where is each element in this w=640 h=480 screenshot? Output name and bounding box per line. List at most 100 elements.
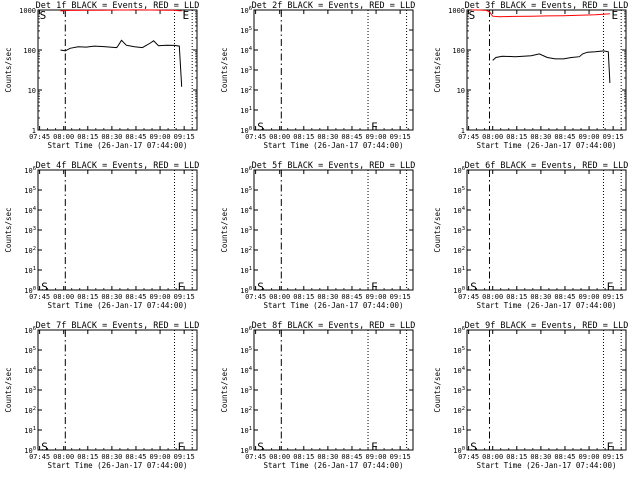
plot-frame (253, 169, 414, 291)
y-axis-label: Counts/sec (4, 47, 13, 92)
y-tick-label: 105 (24, 186, 36, 195)
y-tick-label: 105 (240, 26, 252, 35)
series-lld-line (60, 9, 182, 12)
x-axis-label: Start Time (26-Jan-17 07:44:00) (48, 141, 188, 150)
x-tick-label: 08:00 (53, 133, 74, 141)
x-tick-label: 09:15 (603, 133, 624, 141)
y-axis-label: Counts/sec (433, 47, 442, 92)
plot-frame (253, 9, 414, 131)
series-lld-line (471, 9, 610, 18)
marker-s: S (469, 9, 476, 22)
x-tick-label: 08:45 (554, 293, 575, 301)
x-axis-label: Start Time (26-Jan-17 07:44:00) (264, 461, 404, 470)
detector-panel-6: Det 6f BLACK = Events, RED = LLD 100 101 10… (433, 161, 628, 310)
y-tick-label: 102 (240, 406, 252, 415)
x-tick-label: 08:45 (125, 453, 146, 461)
x-tick-label: 09:15 (603, 293, 624, 301)
y-tick-label: 101 (24, 426, 36, 435)
y-tick-label: 105 (240, 186, 252, 195)
x-tick-label: 08:00 (482, 133, 503, 141)
y-tick-label: 1000 (19, 7, 36, 15)
y-tick-label: 1 (461, 127, 465, 135)
x-tick-label: 07:45 (458, 133, 479, 141)
y-tick-label: 106 (24, 326, 36, 335)
detector-panel-5: Det 5f BLACK = Events, RED = LLD 100 101 10… (220, 161, 415, 310)
x-tick-label: 08:15 (77, 133, 98, 141)
x-tick-label: 08:00 (53, 293, 74, 301)
x-tick-label: 08:15 (506, 453, 527, 461)
y-tick-label: 100 (24, 446, 36, 455)
y-tick-label: 103 (453, 226, 465, 235)
y-axis-label: Counts/sec (4, 207, 13, 252)
x-tick-label: 09:15 (603, 453, 624, 461)
x-tick-label: 08:30 (101, 133, 122, 141)
x-tick-label: 07:45 (29, 453, 50, 461)
panel-title: Det 8f BLACK = Events, RED = LLD (252, 321, 416, 331)
x-tick-label: 08:30 (317, 133, 338, 141)
y-tick-label: 106 (453, 166, 465, 175)
panel-title: Det 4f BLACK = Events, RED = LLD (36, 161, 200, 171)
y-tick-label: 1000 (448, 7, 465, 15)
y-tick-label: 104 (240, 206, 252, 215)
x-tick-label: 09:00 (366, 293, 387, 301)
y-tick-label: 100 (452, 47, 465, 55)
x-tick-label: 08:15 (77, 293, 98, 301)
marker-s: S (40, 9, 47, 22)
x-tick-label: 09:15 (390, 453, 411, 461)
y-tick-label: 104 (453, 206, 465, 215)
marker-s: S (41, 440, 48, 453)
x-tick-label: 07:45 (458, 453, 479, 461)
y-tick-label: 102 (453, 406, 465, 415)
detector-panel-8: Det 8f BLACK = Events, RED = LLD 100 101 10… (220, 321, 415, 470)
x-tick-label: 08:00 (269, 293, 290, 301)
x-tick-label: 08:30 (530, 453, 551, 461)
y-tick-label: 106 (24, 166, 36, 175)
x-tick-label: 09:15 (390, 133, 411, 141)
y-tick-label: 100 (240, 446, 252, 455)
y-tick-label: 102 (24, 406, 36, 415)
x-tick-label: 08:30 (317, 293, 338, 301)
detector-panel-2: Det 2f BLACK = Events, RED = LLD 100 101 10… (220, 1, 415, 150)
x-tick-label: 08:00 (269, 133, 290, 141)
x-tick-label: 08:45 (125, 293, 146, 301)
x-tick-label: 09:00 (150, 133, 171, 141)
x-tick-label: 09:00 (579, 133, 600, 141)
y-tick-label: 100 (240, 126, 252, 135)
x-tick-label: 09:15 (174, 453, 195, 461)
x-tick-label: 07:45 (245, 293, 266, 301)
x-tick-label: 07:45 (29, 293, 50, 301)
marker-s: S (257, 280, 264, 293)
y-tick-label: 104 (240, 366, 252, 375)
marker-e: E (612, 9, 619, 22)
x-tick-label: 08:00 (482, 293, 503, 301)
x-tick-label: 08:15 (506, 293, 527, 301)
plot-frame (37, 169, 198, 291)
panel-title: Det 9f BLACK = Events, RED = LLD (465, 321, 629, 331)
panel-title: Det 1f BLACK = Events, RED = LLD (36, 1, 200, 11)
x-tick-label: 09:15 (174, 133, 195, 141)
marker-s: S (470, 280, 477, 293)
x-tick-label: 08:45 (554, 453, 575, 461)
y-tick-label: 102 (240, 86, 252, 95)
y-tick-label: 102 (453, 246, 465, 255)
x-axis-label: Start Time (26-Jan-17 07:44:00) (48, 461, 188, 470)
marker-s: S (41, 280, 48, 293)
x-tick-label: 09:00 (150, 293, 171, 301)
x-tick-label: 08:15 (293, 133, 314, 141)
y-axis-label: Counts/sec (433, 367, 442, 412)
x-tick-label: 08:15 (77, 453, 98, 461)
y-tick-label: 101 (240, 266, 252, 275)
y-tick-label: 103 (453, 386, 465, 395)
y-tick-label: 102 (240, 246, 252, 255)
x-tick-label: 08:45 (554, 133, 575, 141)
y-tick-label: 105 (240, 346, 252, 355)
y-tick-label: 100 (453, 286, 465, 295)
y-tick-label: 103 (240, 66, 252, 75)
panel-title: Det 3f BLACK = Events, RED = LLD (465, 1, 629, 11)
y-tick-label: 106 (240, 166, 252, 175)
panel-title: Det 2f BLACK = Events, RED = LLD (252, 1, 416, 11)
marker-e: E (607, 280, 614, 293)
y-tick-label: 100 (453, 446, 465, 455)
y-tick-label: 101 (453, 426, 465, 435)
marker-e: E (371, 280, 378, 293)
